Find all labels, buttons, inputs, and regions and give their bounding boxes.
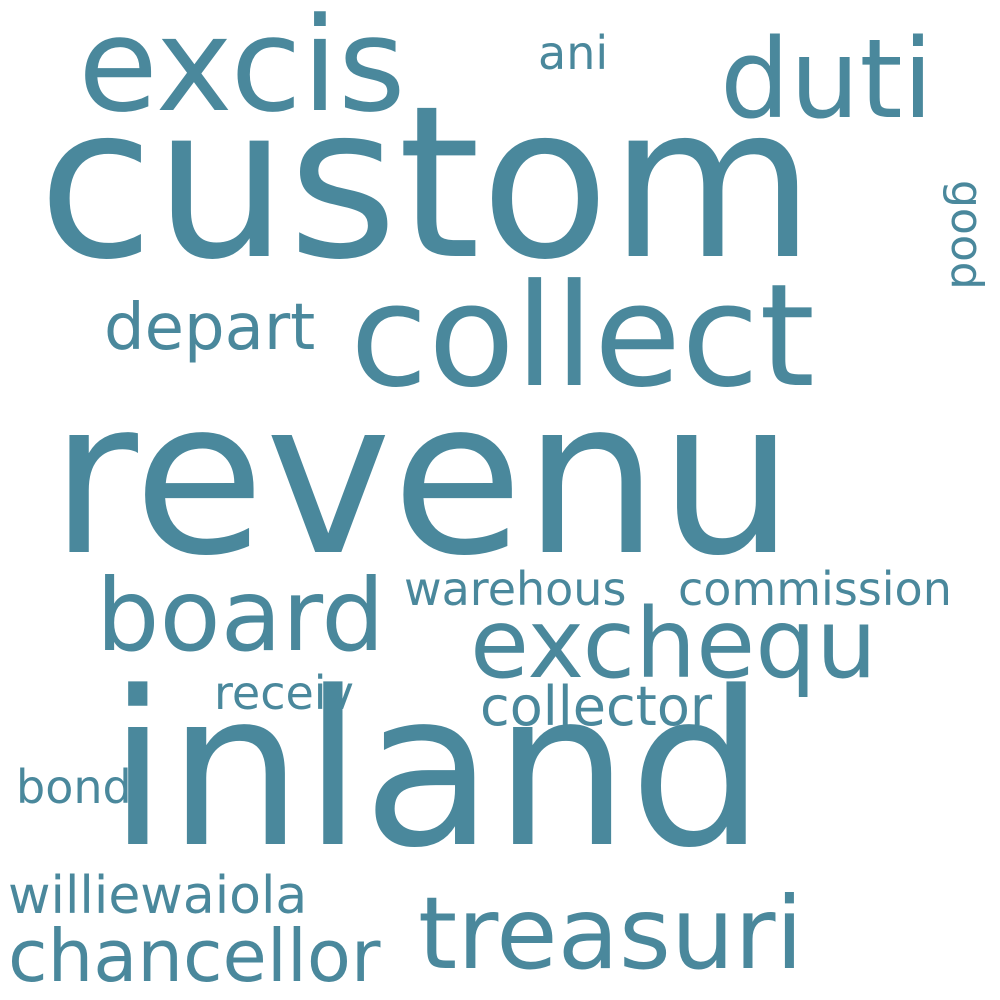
- word-excis: excis: [78, 0, 406, 141]
- word-bond: bond: [16, 760, 132, 814]
- word-ani: ani: [538, 26, 609, 80]
- word-treasuri: treasuri: [418, 875, 804, 992]
- word-collect: collect: [350, 254, 815, 419]
- word-warehous: warehous: [404, 562, 627, 616]
- word-duti: duti: [720, 15, 934, 143]
- word-custom: custom: [38, 60, 816, 306]
- word-exchequ: exchequ: [470, 588, 877, 700]
- word-good: good: [941, 180, 992, 290]
- word-revenu: revenu: [50, 354, 795, 603]
- word-commission: commission: [678, 562, 952, 616]
- word-williewaiola: williewaiola: [8, 866, 308, 926]
- word-chancellor: chancellor: [8, 914, 381, 998]
- word-receiv: receiv: [214, 666, 354, 720]
- word-collector: collector: [480, 675, 713, 738]
- word-inland: inland: [108, 646, 766, 895]
- word-board: board: [96, 557, 385, 674]
- word-depart: depart: [104, 291, 316, 365]
